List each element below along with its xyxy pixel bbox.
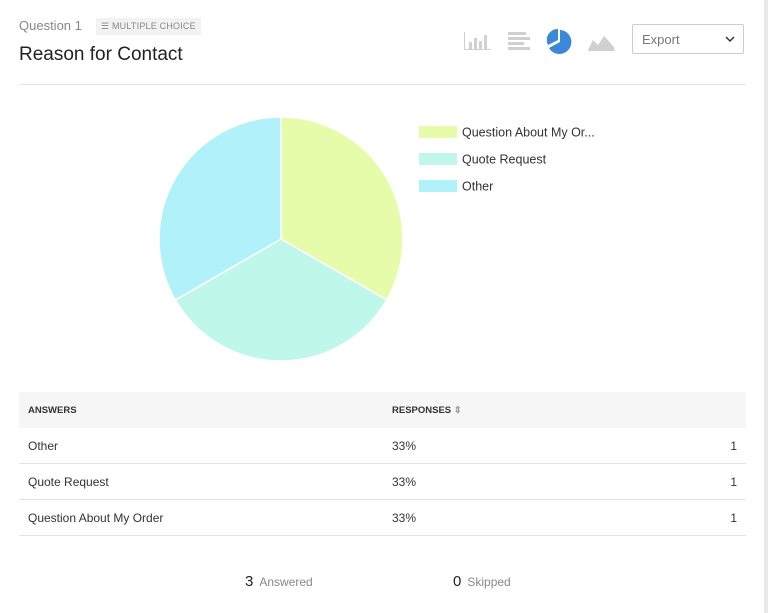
bar-icon[interactable]	[464, 32, 491, 50]
chevron	[725, 36, 735, 43]
percent-cell: 33%	[383, 428, 667, 464]
column-header	[666, 392, 746, 428]
answers-table: ANSWERS RESPONSES ⇕ Other 33% 1 Quote Reque…	[19, 392, 746, 536]
pie-slice	[174, 238, 388, 362]
scrollbar	[764, 0, 768, 613]
table-row: Question About My Order 33% 1	[19, 499, 746, 536]
percent-cell: 33%	[383, 463, 667, 500]
table-row: Quote Request 33% 1	[19, 463, 746, 500]
legend-label: Question About My Or...	[462, 126, 595, 140]
skipped-count: 0 Skipped	[453, 573, 511, 590]
export-dropdown[interactable]: Export	[632, 24, 744, 54]
legend-label: Other	[462, 180, 493, 194]
answered-label: Answered	[259, 575, 313, 589]
skipped-label: Skipped	[467, 575, 511, 589]
export-label: Export	[642, 32, 680, 47]
pie-icon[interactable]	[546, 28, 572, 54]
divider	[19, 84, 746, 85]
pie-slice	[280, 116, 404, 302]
table-row: Other 33% 1	[19, 428, 746, 464]
answered-count: 3 Answered	[245, 573, 313, 590]
answer-cell: Question About My Order	[19, 499, 383, 536]
count-cell: 1	[666, 463, 746, 500]
legend-label: Quote Request	[462, 153, 547, 167]
answer-cell: Quote Request	[19, 463, 383, 500]
column-header[interactable]: RESPONSES ⇕	[383, 392, 667, 428]
percent-cell: 33%	[383, 499, 667, 536]
question-title: Reason for Contact	[19, 44, 183, 65]
question-number: Question 1	[19, 18, 82, 33]
legend-swatch	[419, 180, 457, 192]
area-icon[interactable]	[588, 36, 615, 51]
legend-swatch	[419, 126, 457, 138]
chart-type-icons[interactable]	[460, 28, 620, 54]
pie-slice	[158, 116, 282, 302]
column-header-text: RESPONSES	[392, 404, 452, 416]
count-cell: 1	[666, 499, 746, 536]
answer-cell: Other	[19, 428, 383, 464]
horizontal-bar-icon[interactable]	[508, 32, 530, 50]
badge-text: MULTIPLE CHOICE	[111, 21, 196, 31]
skipped-number: 0	[453, 573, 462, 590]
column-header: ANSWERS	[19, 392, 383, 428]
pie-chart: Question About My Or... Quote Request Othe…	[158, 116, 595, 362]
count-cell: 1	[666, 428, 746, 464]
answered-number: 3	[245, 573, 254, 590]
question-type-badge: ☰ MULTIPLE CHOICE	[96, 18, 201, 35]
legend-swatch	[419, 153, 457, 165]
